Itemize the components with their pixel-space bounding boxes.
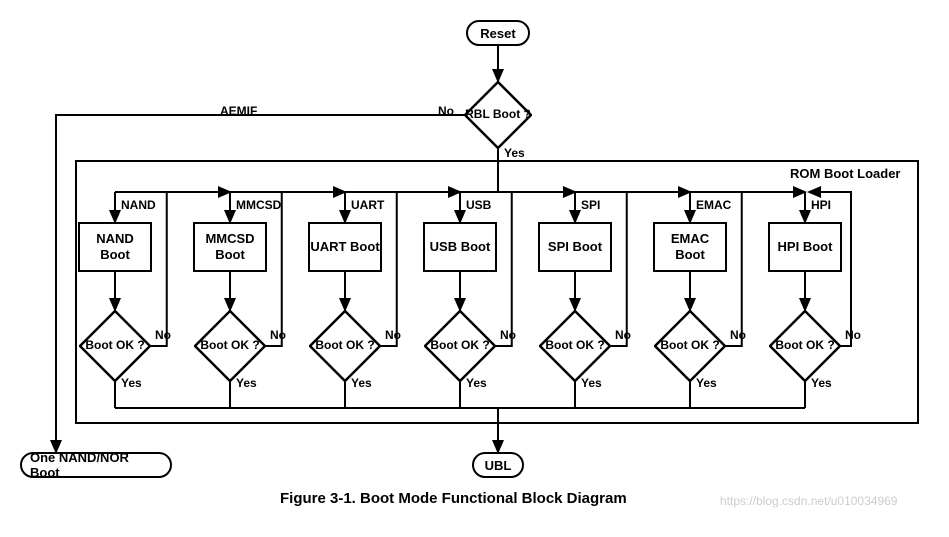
spi-boot-ok-decision: Boot OK ? xyxy=(539,310,611,382)
hpi-no-label: No xyxy=(845,328,861,342)
mmcsd-boot-ok-decision: Boot OK ? xyxy=(194,310,266,382)
diagram-canvas: ROM Boot Loader Reset UBL One NAND/NOR B… xyxy=(20,20,929,517)
uart-no-label: No xyxy=(385,328,401,342)
mmcsd-boot-process: MMCSD Boot xyxy=(193,222,267,272)
nand-yes-label: Yes xyxy=(121,376,142,390)
usb-boot-process: USB Boot xyxy=(423,222,497,272)
nand-boot-ok-decision: Boot OK ? xyxy=(79,310,151,382)
watermark: https://blog.csdn.net/u010034969 xyxy=(720,494,897,508)
rbl-yes-label: Yes xyxy=(504,146,525,160)
spi-boot-process: SPI Boot xyxy=(538,222,612,272)
rbl-decision-label: RBL Boot ? xyxy=(464,81,532,149)
spi-yes-label: Yes xyxy=(581,376,602,390)
lane-label-hpi: HPI xyxy=(811,198,831,212)
uart-yes-label: Yes xyxy=(351,376,372,390)
hpi-boot-process: HPI Boot xyxy=(768,222,842,272)
uart-boot-process: UART Boot xyxy=(308,222,382,272)
reset-terminator: Reset xyxy=(466,20,530,46)
rom-frame xyxy=(75,160,919,424)
spi-no-label: No xyxy=(615,328,631,342)
usb-no-label: No xyxy=(500,328,516,342)
emac-no-label: No xyxy=(730,328,746,342)
hpi-boot-ok-decision: Boot OK ? xyxy=(769,310,841,382)
mmcsd-yes-label: Yes xyxy=(236,376,257,390)
uart-boot-ok-decision: Boot OK ? xyxy=(309,310,381,382)
ubl-terminator: UBL xyxy=(472,452,524,478)
onenand-terminator: One NAND/NOR Boot xyxy=(20,452,172,478)
usb-boot-ok-decision: Boot OK ? xyxy=(424,310,496,382)
rbl-decision: RBL Boot ? xyxy=(464,81,532,149)
emac-yes-label: Yes xyxy=(696,376,717,390)
lane-label-mmcsd: MMCSD xyxy=(236,198,281,212)
rbl-no-label: No xyxy=(438,104,454,118)
emac-boot-process: EMAC Boot xyxy=(653,222,727,272)
lane-label-usb: USB xyxy=(466,198,491,212)
mmcsd-no-label: No xyxy=(270,328,286,342)
aemif-label: AEMIF xyxy=(220,104,257,118)
rom-frame-title: ROM Boot Loader xyxy=(790,166,901,181)
lane-label-nand: NAND xyxy=(121,198,156,212)
nand-no-label: No xyxy=(155,328,171,342)
nand-boot-process: NAND Boot xyxy=(78,222,152,272)
lane-label-spi: SPI xyxy=(581,198,600,212)
figure-caption: Figure 3-1. Boot Mode Functional Block D… xyxy=(280,490,627,507)
lane-label-uart: UART xyxy=(351,198,384,212)
lane-label-emac: EMAC xyxy=(696,198,731,212)
usb-yes-label: Yes xyxy=(466,376,487,390)
hpi-yes-label: Yes xyxy=(811,376,832,390)
emac-boot-ok-decision: Boot OK ? xyxy=(654,310,726,382)
